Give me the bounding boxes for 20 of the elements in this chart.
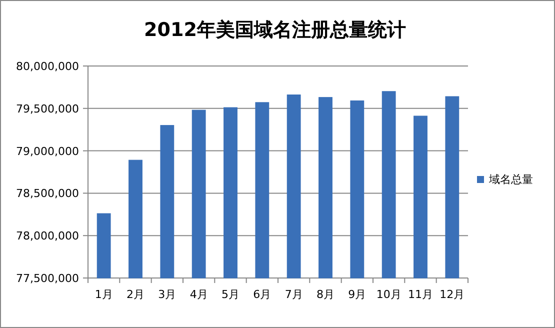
y-tick-label: 77,500,000 bbox=[16, 272, 79, 285]
y-tick-label: 78,500,000 bbox=[16, 187, 79, 200]
legend-label: 域名总量 bbox=[488, 173, 533, 186]
x-tick-label: 2月 bbox=[126, 288, 144, 301]
x-tick-label: 8月 bbox=[316, 288, 334, 301]
x-tick-label: 7月 bbox=[284, 288, 303, 301]
y-tick-label: 79,500,000 bbox=[16, 102, 79, 116]
x-tick-label: 1月 bbox=[94, 288, 113, 301]
x-tick-label: 6月 bbox=[253, 288, 272, 301]
y-tick-label: 79,000,000 bbox=[16, 144, 79, 158]
y-tick-label: 80,000,000 bbox=[16, 60, 79, 73]
x-tick-label: 9月 bbox=[348, 288, 366, 301]
chart-title: 2012年美国域名注册总量统计 bbox=[144, 19, 406, 41]
y-tick-label: 78,000,000 bbox=[16, 230, 79, 243]
x-tick-label: 5月 bbox=[222, 288, 240, 301]
x-tick-label: 3月 bbox=[158, 288, 176, 301]
x-tick-label: 12月 bbox=[440, 288, 465, 301]
x-tick-label: 11月 bbox=[408, 288, 433, 301]
x-tick-label: 10月 bbox=[376, 288, 402, 301]
x-tick-label: 4月 bbox=[190, 288, 208, 301]
